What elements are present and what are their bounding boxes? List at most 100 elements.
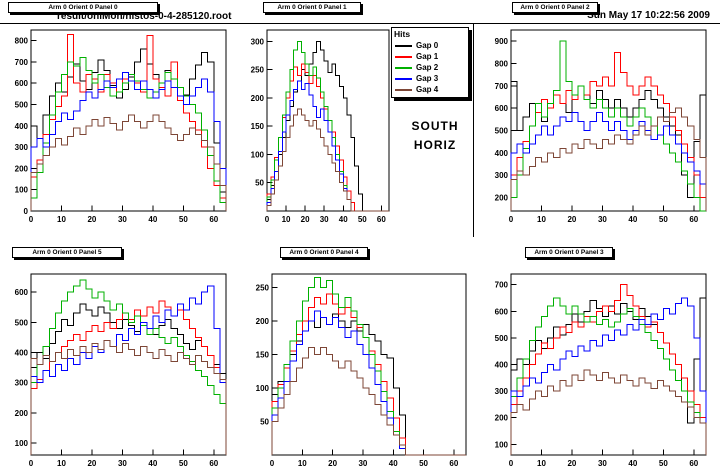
svg-text:40: 40 (148, 459, 157, 468)
region-label-horiz: HORIZ (413, 138, 457, 152)
legend-label-gap1: Gap 1 (416, 52, 439, 61)
gap0-line-swatch (395, 44, 412, 47)
svg-text:600: 600 (495, 307, 509, 316)
histogram-pad-panel-1[interactable]: 50 100 150 200 250 300 0 10 20 30 40 50 60 (240, 23, 480, 237)
gap1-line-swatch (395, 55, 412, 58)
svg-text:250: 250 (256, 283, 270, 292)
legend-entry-gap2: Gap 2 (392, 62, 468, 73)
pad-divider-line (473, 24, 474, 237)
gap3-line-swatch (395, 77, 412, 80)
histogram-pad-panel-2[interactable]: 200 300 400 500 600 700 800 900 0 10 20 30 40 50 60 (480, 23, 720, 237)
svg-text:400: 400 (495, 361, 509, 370)
svg-text:300: 300 (495, 387, 509, 396)
svg-text:0: 0 (509, 459, 514, 468)
svg-text:30: 30 (598, 215, 607, 224)
svg-text:0: 0 (270, 459, 275, 468)
svg-text:300: 300 (495, 171, 509, 180)
svg-text:10: 10 (57, 215, 66, 224)
svg-text:400: 400 (495, 149, 509, 158)
svg-text:50: 50 (419, 459, 428, 468)
svg-text:60: 60 (209, 459, 218, 468)
pad-title-panel-5[interactable]: Arm 0 Orient 0 Panel 5 (12, 247, 122, 258)
svg-text:800: 800 (495, 60, 509, 69)
svg-text:900: 900 (495, 37, 509, 46)
svg-text:400: 400 (15, 348, 29, 357)
svg-text:500: 500 (495, 334, 509, 343)
svg-text:800: 800 (15, 37, 29, 46)
svg-text:100: 100 (251, 150, 265, 159)
region-label-south: SOUTH (411, 119, 459, 133)
gap2-line-swatch (395, 66, 412, 69)
pad-title-panel-4[interactable]: Arm 0 Orient 0 Panel 4 (280, 247, 368, 258)
svg-text:200: 200 (495, 194, 509, 203)
region-label: SOUTH HORIZ (399, 117, 471, 155)
svg-text:200: 200 (251, 94, 265, 103)
histogram-pad-panel-3[interactable]: 100 200 300 400 500 600 700 0 10 20 30 40 50 60 (480, 260, 720, 474)
svg-text:60: 60 (689, 459, 698, 468)
svg-text:40: 40 (148, 215, 157, 224)
svg-text:40: 40 (628, 215, 637, 224)
svg-text:20: 20 (87, 215, 96, 224)
svg-text:60: 60 (689, 215, 698, 224)
svg-text:100: 100 (256, 384, 270, 393)
svg-text:100: 100 (15, 439, 29, 448)
legend-label-gap4: Gap 4 (416, 85, 439, 94)
svg-text:0: 0 (265, 215, 270, 224)
svg-text:200: 200 (256, 317, 270, 326)
svg-text:200: 200 (15, 409, 29, 418)
svg-text:10: 10 (537, 215, 546, 224)
histogram-pad-panel-4[interactable]: 50 100 150 200 250 0 10 20 30 40 50 60 (240, 260, 480, 474)
svg-text:150: 150 (251, 122, 265, 131)
canvas-file-title: result/onlMon/histos-0-4-285120.root (57, 11, 232, 22)
legend-title: Hits (394, 29, 411, 39)
svg-text:30: 30 (598, 459, 607, 468)
svg-text:10: 10 (57, 459, 66, 468)
svg-text:10: 10 (537, 459, 546, 468)
svg-text:20: 20 (567, 215, 576, 224)
svg-text:500: 500 (495, 127, 509, 136)
svg-text:30: 30 (320, 215, 329, 224)
svg-text:150: 150 (256, 350, 270, 359)
svg-text:20: 20 (567, 459, 576, 468)
svg-text:250: 250 (251, 66, 265, 75)
svg-text:30: 30 (358, 459, 367, 468)
pad-title-panel-2[interactable]: Arm 0 Orient 0 Panel 2 (512, 2, 598, 13)
svg-text:0: 0 (29, 215, 34, 224)
svg-text:0: 0 (509, 215, 514, 224)
svg-text:50: 50 (659, 215, 668, 224)
gap4-line-swatch (395, 88, 412, 91)
svg-text:500: 500 (15, 318, 29, 327)
svg-text:10: 10 (282, 215, 291, 224)
svg-text:100: 100 (495, 440, 509, 449)
timestamp: Sun May 17 10:22:56 2009 (587, 10, 710, 21)
hits-legend[interactable]: Hits Gap 0 Gap 1 Gap 2 Gap 3 Gap 4 (391, 27, 469, 98)
svg-text:400: 400 (15, 122, 29, 131)
legend-label-gap2: Gap 2 (416, 63, 439, 72)
svg-text:700: 700 (495, 281, 509, 290)
pad-title-panel-3[interactable]: Arm 0 Orient 0 Panel 3 (525, 247, 613, 258)
svg-text:50: 50 (179, 459, 188, 468)
svg-text:600: 600 (15, 288, 29, 297)
histogram-pad-panel-5[interactable]: 100 200 300 400 500 600 0 10 20 30 40 50 60 (0, 260, 240, 474)
svg-text:50: 50 (659, 459, 668, 468)
svg-text:0: 0 (29, 459, 34, 468)
legend-label-gap3: Gap 3 (416, 74, 439, 83)
svg-text:40: 40 (389, 459, 398, 468)
svg-text:300: 300 (15, 379, 29, 388)
svg-text:50: 50 (255, 179, 264, 188)
svg-text:40: 40 (628, 459, 637, 468)
svg-text:20: 20 (87, 459, 96, 468)
svg-text:30: 30 (118, 215, 127, 224)
legend-label-gap0: Gap 0 (416, 41, 439, 50)
histogram-pad-panel-0[interactable]: 0 100 200 300 400 500 600 700 800 0 10 20 30 40 50 60 (0, 23, 240, 237)
pad-title-panel-1[interactable]: Arm 0 Orient 0 Panel 1 (263, 2, 361, 13)
pad-title-panel-0[interactable]: Arm 0 Orient 0 Panel 0 (8, 2, 158, 13)
svg-text:200: 200 (15, 164, 29, 173)
svg-text:40: 40 (339, 215, 348, 224)
svg-text:60: 60 (377, 215, 386, 224)
svg-text:300: 300 (251, 37, 265, 46)
svg-text:20: 20 (301, 215, 310, 224)
legend-entry-gap0: Gap 0 (392, 40, 468, 51)
svg-text:700: 700 (495, 82, 509, 91)
